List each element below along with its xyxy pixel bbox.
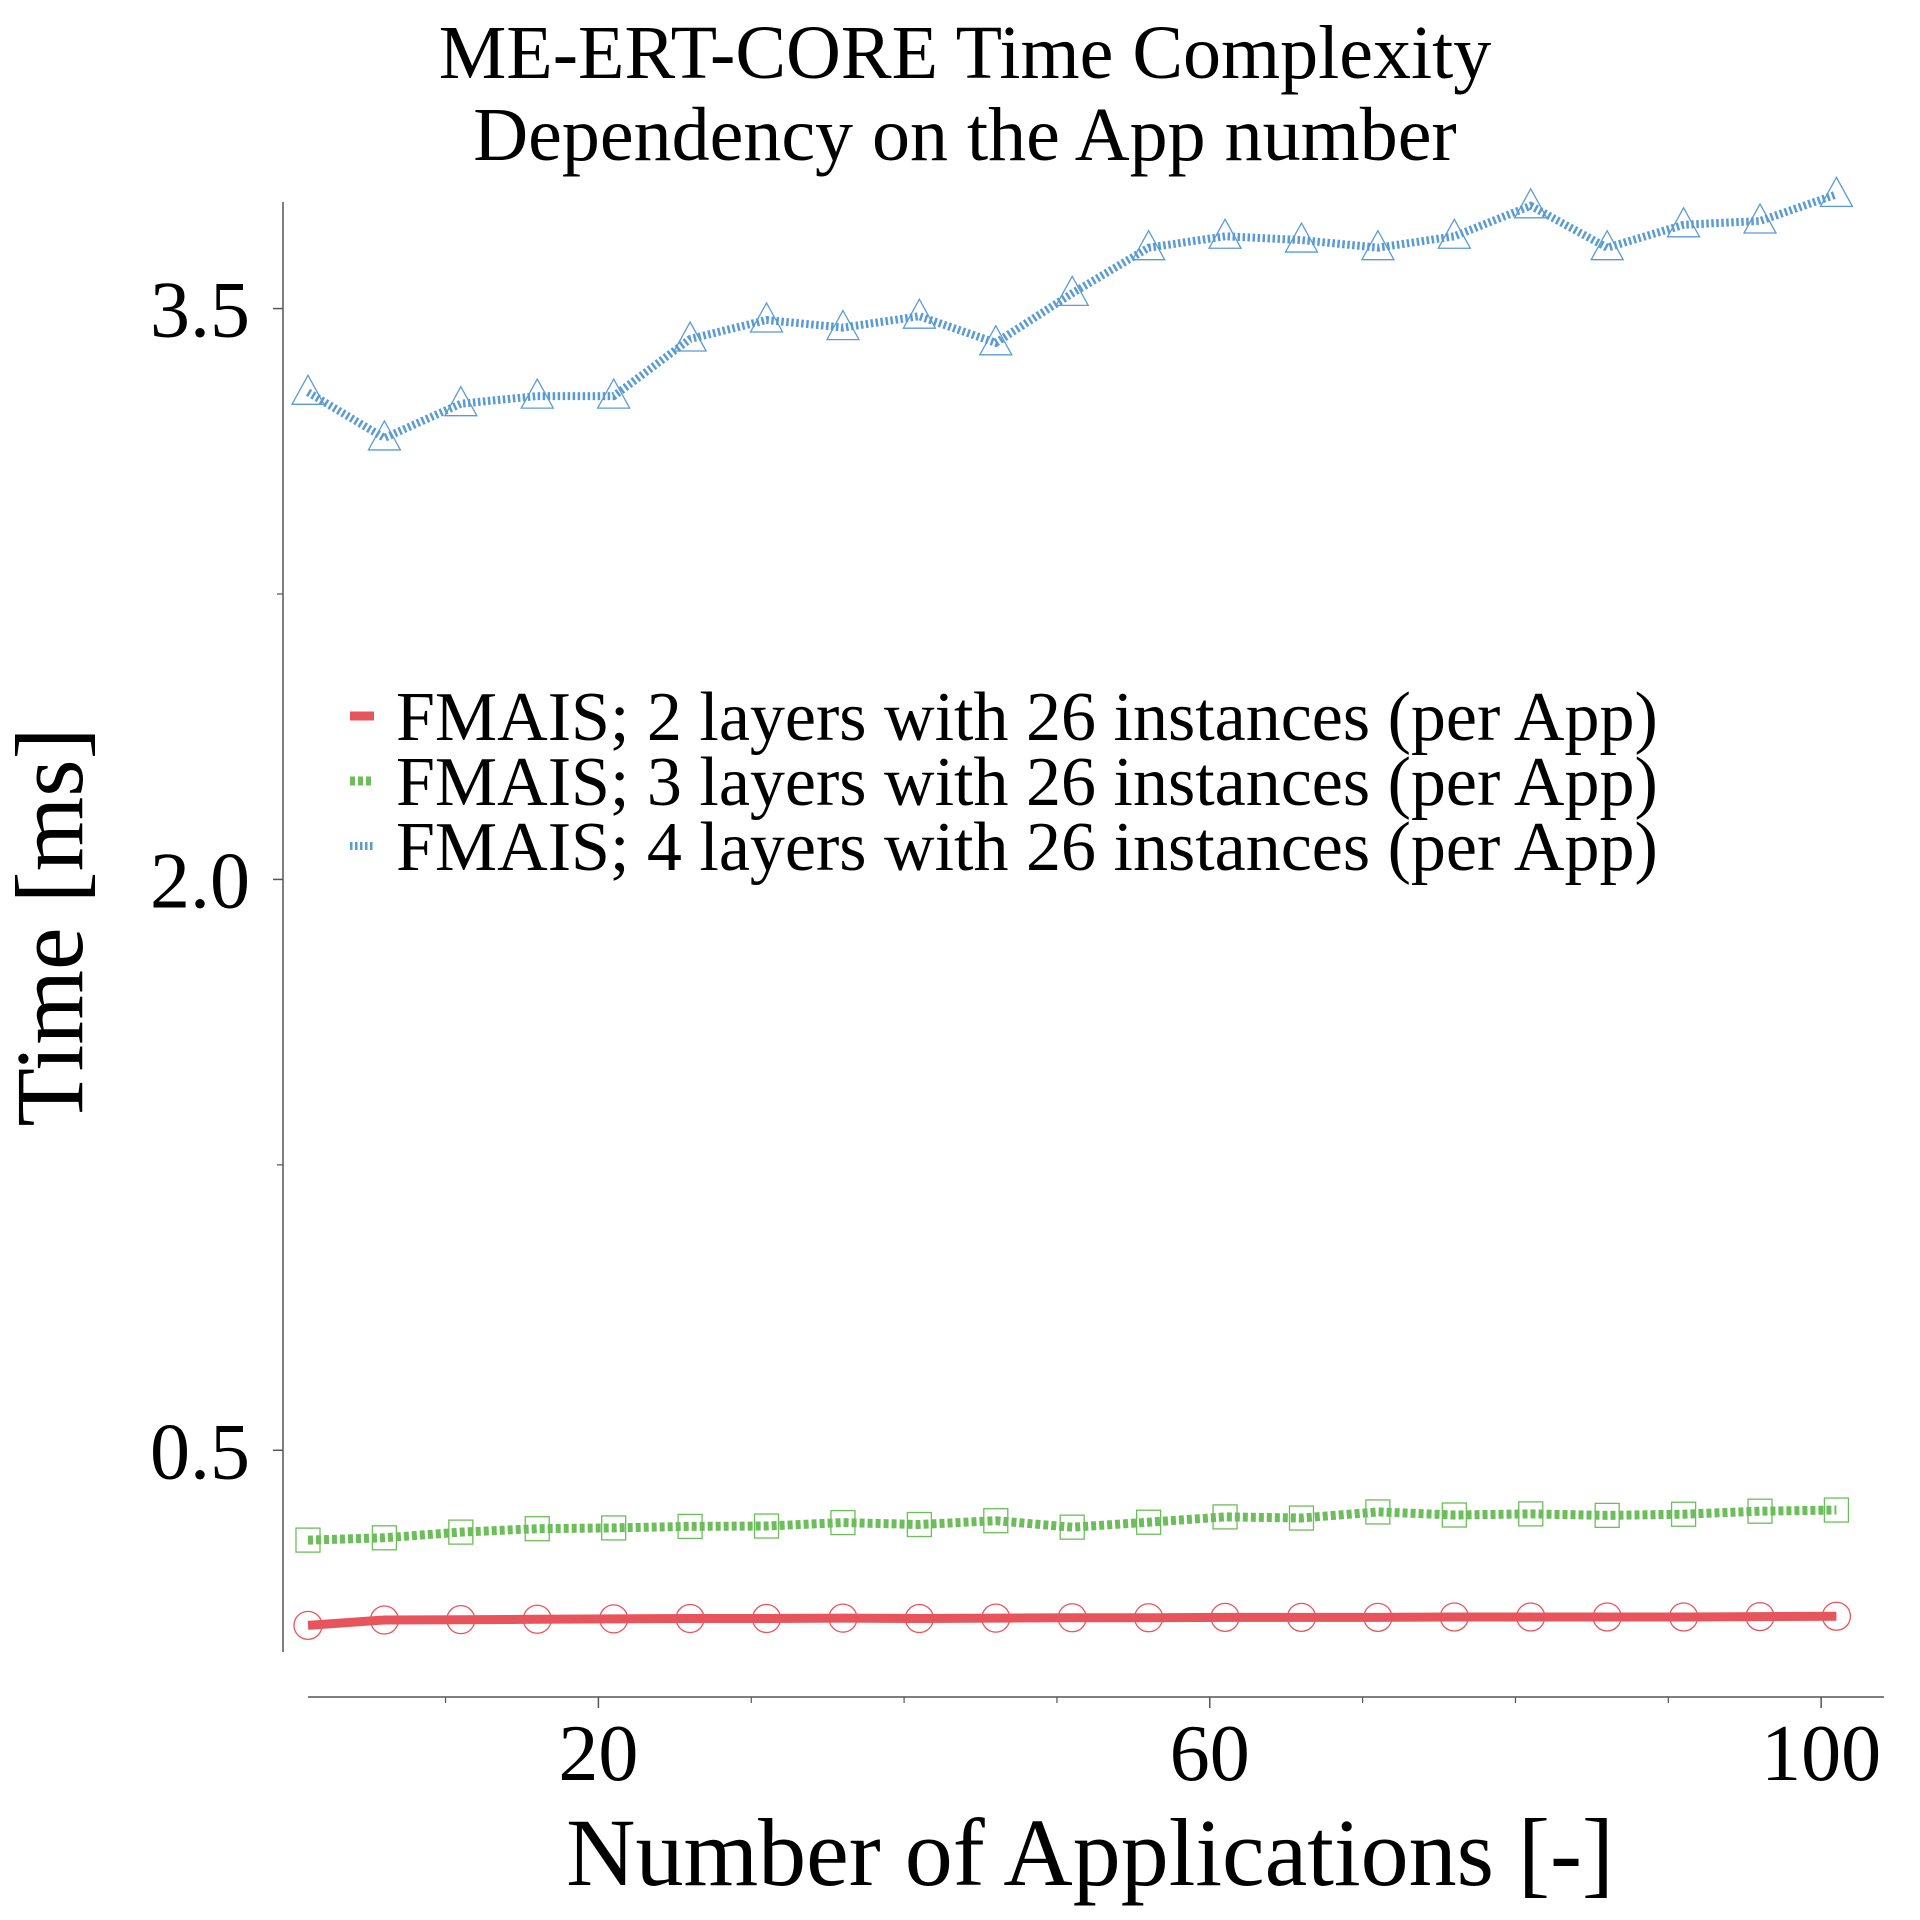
data-point (1057, 1603, 1087, 1633)
data-point (1821, 1601, 1852, 1631)
data-point (371, 1525, 398, 1551)
data-point (675, 1603, 705, 1634)
data-point (369, 1605, 400, 1635)
data-point (1135, 1509, 1162, 1535)
data-point (904, 1603, 935, 1634)
x-axis-ticks: 20 60 100 (444, 1697, 1881, 1798)
data-point (448, 1519, 474, 1545)
data-point (443, 385, 478, 417)
x-tick-label: 60 (1170, 1710, 1250, 1798)
plot-area (290, 176, 1854, 1641)
data-point (1592, 1602, 1622, 1632)
data-point (906, 1511, 933, 1538)
data-point (446, 1605, 476, 1635)
data-point (1059, 1514, 1085, 1540)
data-point (596, 377, 631, 409)
data-point (1742, 202, 1778, 234)
data-point (978, 324, 1013, 356)
data-point (1516, 1602, 1546, 1632)
series-3 (290, 176, 1854, 451)
chart-title-line-2: Dependency on the App number (473, 93, 1457, 177)
data-point (601, 1515, 627, 1541)
y-tick-label: 0.5 (150, 1408, 250, 1496)
data-point (293, 1610, 323, 1641)
data-point (673, 320, 708, 352)
data-point (295, 1527, 321, 1553)
legend-label: FMAIS; 2 layers with 26 instances (per A… (396, 679, 1658, 756)
series-line (307, 1505, 1837, 1545)
data-point (1363, 1602, 1393, 1633)
data-point (828, 1603, 858, 1633)
data-point (524, 1516, 550, 1542)
y-tick-label: 2.0 (150, 837, 250, 925)
legend-entry: FMAIS; 3 layers with 26 instances (per A… (350, 744, 1658, 821)
data-point (1284, 221, 1319, 253)
x-tick-label: 20 (558, 1710, 638, 1798)
chart-title-line-1: ME-ERT-CORE Time Complexity (439, 11, 1492, 95)
data-point (1518, 1501, 1544, 1527)
data-point (599, 1604, 629, 1634)
series-line (307, 1611, 1837, 1630)
data-point (1207, 217, 1243, 249)
data-point (1441, 1502, 1467, 1528)
data-point (1365, 1499, 1391, 1525)
data-point (522, 1604, 552, 1634)
data-point (1439, 1602, 1469, 1632)
data-point (981, 1603, 1011, 1633)
data-point (1594, 1502, 1620, 1529)
data-point (1670, 1501, 1697, 1527)
data-point (520, 377, 555, 409)
data-point (1288, 1505, 1315, 1531)
data-point (1666, 206, 1701, 238)
data-point (1590, 229, 1625, 261)
legend: FMAIS; 2 layers with 26 instances (per A… (350, 679, 1658, 886)
legend-entry: FMAIS; 2 layers with 26 instances (per A… (350, 679, 1658, 756)
series-line (305, 190, 1838, 443)
data-point (1360, 229, 1396, 261)
data-point (1133, 1603, 1164, 1633)
data-point (1055, 274, 1090, 306)
data-point (753, 1513, 780, 1539)
data-point (1210, 1602, 1240, 1633)
legend-label: FMAIS; 3 layers with 26 instances (per A… (396, 744, 1658, 821)
data-point (830, 1509, 856, 1536)
series-2 (295, 1497, 1850, 1553)
data-point (1131, 229, 1166, 261)
data-point (1823, 1497, 1850, 1523)
data-point (983, 1508, 1009, 1534)
data-point (1668, 1602, 1699, 1632)
data-point (751, 1603, 782, 1634)
legend-entry: FMAIS; 4 layers with 26 instances (per A… (350, 809, 1658, 886)
data-point (677, 1513, 703, 1540)
data-point (290, 373, 326, 405)
y-axis-ticks: 0.5 2.0 3.5 (150, 267, 283, 1496)
y-axis-label: Time [ms] (0, 727, 103, 1126)
data-point (367, 419, 402, 451)
data-point (1286, 1602, 1317, 1633)
legend-label: FMAIS; 4 layers with 26 instances (per A… (396, 809, 1658, 886)
data-point (1819, 176, 1854, 208)
data-point (1437, 217, 1472, 249)
data-point (1513, 187, 1548, 219)
x-axis-label: Number of Applications [-] (566, 1799, 1614, 1906)
data-point (1212, 1504, 1238, 1530)
data-point (825, 309, 861, 341)
data-point (902, 297, 937, 329)
chart-title: ME-ERT-CORE Time Complexity Dependency o… (439, 11, 1492, 177)
data-point (1747, 1498, 1773, 1524)
series-1 (293, 1601, 1852, 1641)
data-point (1745, 1601, 1775, 1632)
data-point (749, 301, 784, 333)
y-tick-label: 3.5 (150, 267, 250, 355)
x-tick-label: 100 (1761, 1710, 1881, 1798)
